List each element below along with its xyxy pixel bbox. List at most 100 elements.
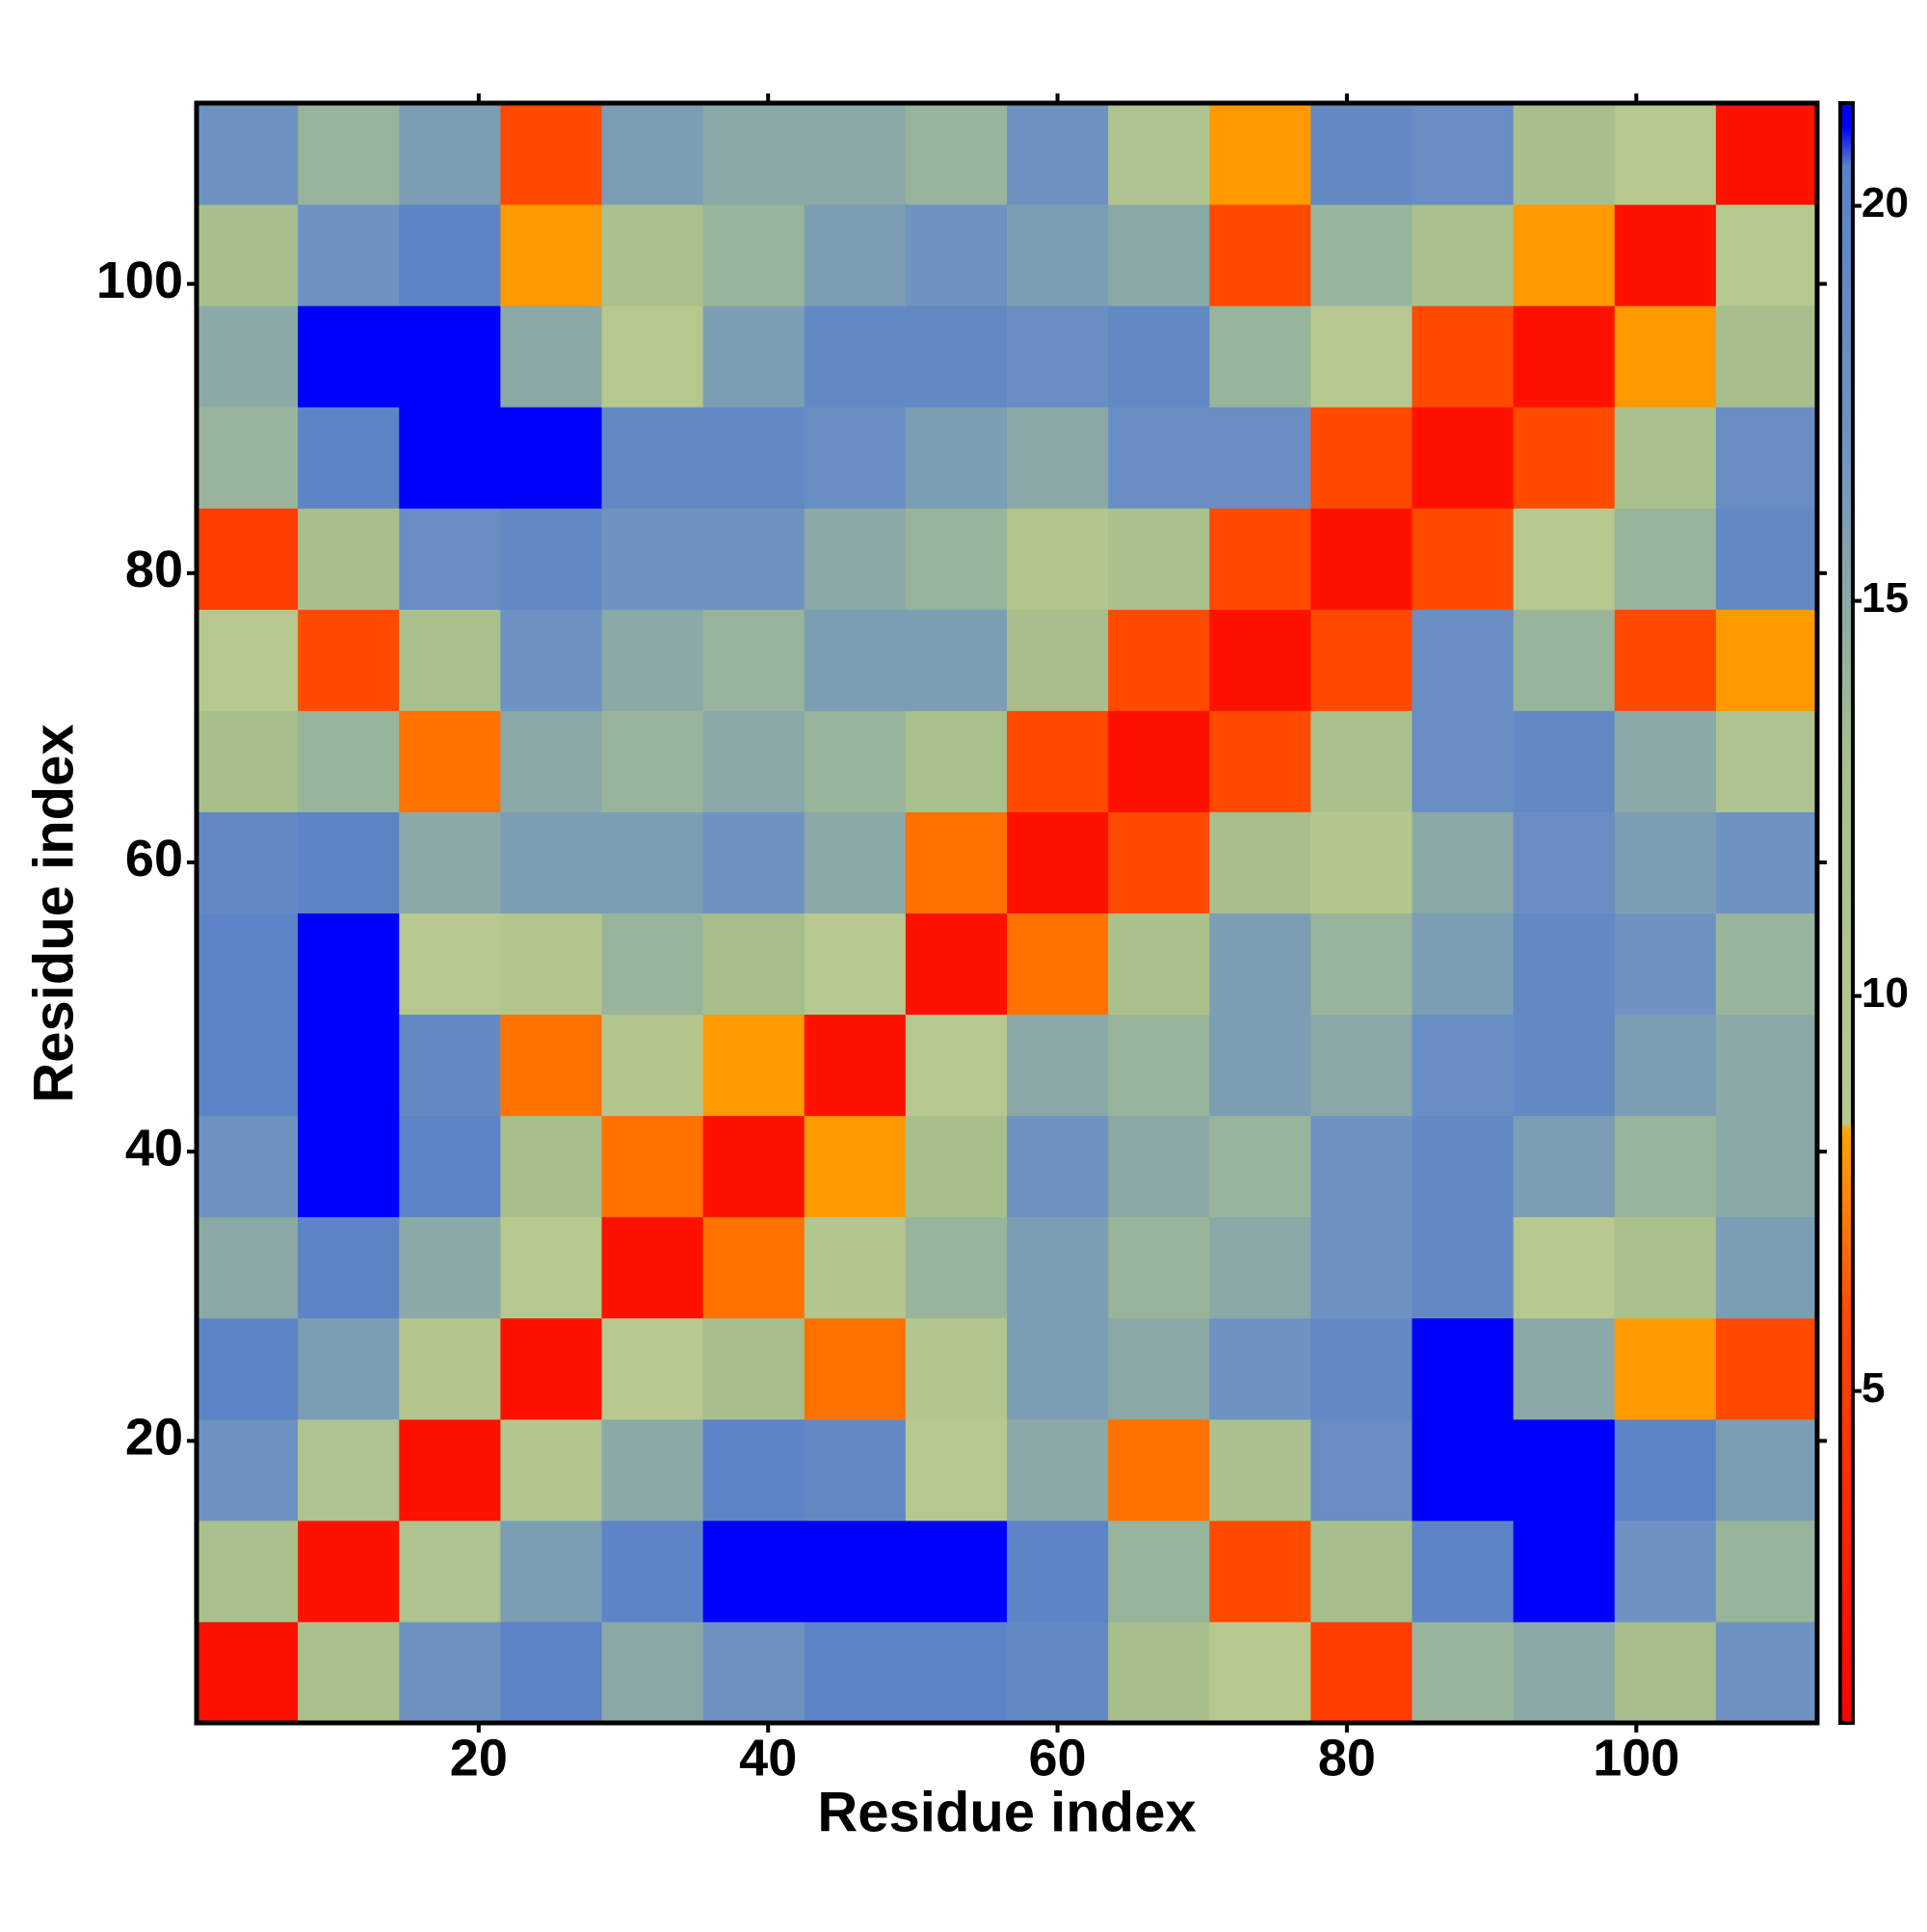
- heatmap-cell: [1513, 204, 1616, 306]
- heatmap-cell: [298, 1115, 400, 1218]
- heatmap-cell: [1513, 710, 1616, 812]
- heatmap-cell: [702, 407, 805, 509]
- heatmap-cell: [905, 508, 1008, 610]
- heatmap-cell: [399, 103, 501, 205]
- heatmap-cell: [1108, 1418, 1210, 1522]
- heatmap-cell: [298, 407, 400, 509]
- heatmap-cell: [1007, 710, 1109, 812]
- heatmap-cell: [1310, 103, 1412, 205]
- heatmap-cell: [1614, 609, 1717, 711]
- heatmap-cell: [298, 1621, 400, 1724]
- heatmap-cell: [702, 811, 805, 913]
- heatmap-cell: [804, 1216, 907, 1319]
- heatmap-cell: [601, 1418, 704, 1522]
- heatmap-cell: [197, 305, 299, 408]
- heatmap-cell: [1108, 609, 1210, 711]
- heatmap-cell: [1310, 305, 1412, 408]
- heatmap-cell: [1513, 407, 1616, 509]
- heatmap-cell: [905, 1317, 1008, 1420]
- heatmap-cell: [1310, 1014, 1412, 1117]
- heatmap-cell: [905, 103, 1008, 205]
- heatmap-cell: [1310, 710, 1412, 812]
- heatmap-cell: [804, 1621, 907, 1724]
- heatmap-cell: [1209, 1014, 1311, 1117]
- heatmap-cell: [905, 204, 1008, 306]
- heatmap-cell: [298, 508, 400, 610]
- heatmap-cell: [905, 913, 1008, 1016]
- heatmap-cell: [804, 1317, 907, 1420]
- heatmap-cell: [1715, 1621, 1818, 1724]
- heatmap-cell: [1412, 508, 1515, 610]
- heatmap-cell: [601, 103, 704, 205]
- heatmap-cell: [905, 407, 1008, 509]
- heatmap-cell: [298, 1418, 400, 1522]
- heatmap-cell: [399, 1115, 501, 1218]
- heatmap-cell: [804, 811, 907, 913]
- heatmap-cell: [905, 811, 1008, 913]
- heatmap-cell: [1108, 1014, 1210, 1117]
- heatmap-cell: [601, 1317, 704, 1420]
- heatmap-cell: [1412, 407, 1515, 509]
- heatmap-cell: [1513, 1216, 1616, 1319]
- heatmap-cell: [399, 204, 501, 306]
- heatmap-cell: [1513, 305, 1616, 408]
- heatmap-cell: [804, 1115, 907, 1218]
- heatmap-cell: [1513, 508, 1616, 610]
- heatmap-cell: [1412, 305, 1515, 408]
- heatmap-cell: [1209, 811, 1311, 913]
- x-tick-label: 100: [1593, 1729, 1679, 1786]
- heatmap-cell: [702, 508, 805, 610]
- heatmap-cell: [804, 1418, 907, 1522]
- heatmap-cell: [298, 913, 400, 1016]
- heatmap-cell: [1513, 913, 1616, 1016]
- heatmap-cell: [1209, 1115, 1311, 1218]
- heatmap-cell: [1513, 1115, 1616, 1218]
- heatmap-cell: [197, 1418, 299, 1522]
- heatmap-cell: [1007, 1216, 1109, 1319]
- heatmap-cell: [1310, 609, 1412, 711]
- heatmap-cell: [601, 1014, 704, 1117]
- colorbar-tick-label: 20: [1861, 179, 1909, 226]
- heatmap-cell: [601, 710, 704, 812]
- heatmap-cell: [500, 913, 602, 1016]
- heatmap-cell: [1108, 407, 1210, 509]
- heatmap-cell: [601, 913, 704, 1016]
- heatmap-cell: [500, 508, 602, 610]
- heatmap-cell: [1715, 1115, 1818, 1218]
- heatmap-cell: [1715, 103, 1818, 205]
- heatmap-cell: [702, 305, 805, 408]
- heatmap-cell: [298, 103, 400, 205]
- heatmap-cell: [298, 1520, 400, 1623]
- heatmap-cell: [197, 811, 299, 913]
- heatmap-cell: [804, 204, 907, 306]
- heatmap-cell: [197, 1115, 299, 1218]
- colorbar-tick-label: 10: [1861, 969, 1909, 1017]
- heatmap-cell: [1614, 1621, 1717, 1724]
- x-axis-title: Residue index: [817, 1781, 1196, 1843]
- heatmap-cell: [298, 1317, 400, 1420]
- heatmap-cell: [1108, 811, 1210, 913]
- heatmap-cell: [1209, 407, 1311, 509]
- heatmap-cell: [1715, 1014, 1818, 1117]
- heatmap-cell: [1614, 1216, 1717, 1319]
- heatmap-cell: [1310, 1115, 1412, 1218]
- heatmap-cell: [1310, 407, 1412, 509]
- heatmap-cell: [1412, 913, 1515, 1016]
- heatmap-cell: [500, 1418, 602, 1522]
- heatmap-cell: [1412, 1520, 1515, 1623]
- heatmap-cell: [601, 305, 704, 408]
- heatmap-cell: [500, 103, 602, 205]
- heatmap-cell: [702, 1520, 805, 1623]
- colorbar-tick-label: 5: [1861, 1364, 1885, 1412]
- heatmap-cell: [804, 710, 907, 812]
- heatmap-cell: [1614, 1014, 1717, 1117]
- heatmap-cell: [197, 1621, 299, 1724]
- heatmap-cell: [1108, 1621, 1210, 1724]
- heatmap-cell: [1715, 305, 1818, 408]
- heatmap-cell: [702, 710, 805, 812]
- heatmap-cell: [1513, 1418, 1616, 1522]
- heatmap-cells: [197, 103, 1818, 1724]
- heatmap-cell: [197, 609, 299, 711]
- heatmap-cell: [702, 609, 805, 711]
